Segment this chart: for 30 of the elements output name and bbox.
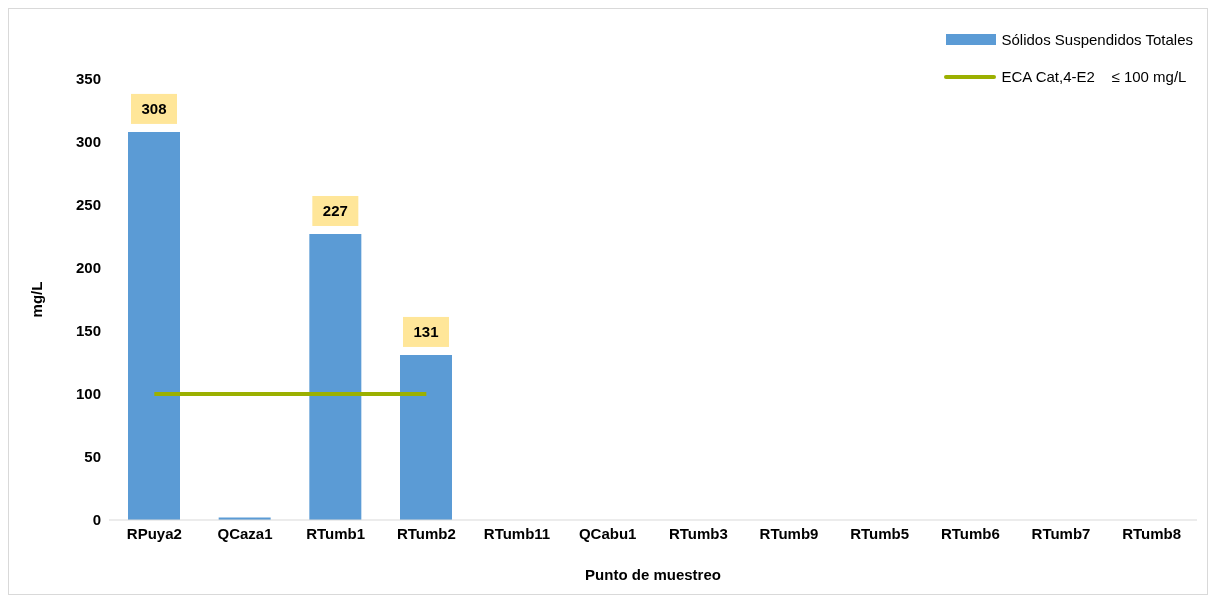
x-tick-label: RTumb11 [483, 524, 551, 542]
x-tick-label: RTumb8 [1122, 524, 1182, 542]
x-tick-label: RTumb2 [396, 524, 456, 542]
x-tick-label: RTumb7 [1031, 524, 1091, 542]
y-tick-label: 250 [75, 196, 101, 214]
y-tick-label: 300 [75, 133, 101, 151]
y-tick-label: 100 [75, 385, 101, 403]
data-label: 308 [141, 100, 167, 118]
x-tick-label: QCaza1 [217, 524, 273, 542]
x-tick-label: RTumb1 [306, 524, 366, 542]
x-tick-label: QCabu1 [578, 524, 637, 542]
bar [400, 354, 452, 520]
legend-label: Sólidos Suspendidos Totales [1001, 31, 1193, 48]
bar [128, 131, 180, 520]
data-label: 227 [322, 202, 348, 220]
bar [309, 233, 362, 520]
x-axis-title: Punto de muestreo [585, 566, 721, 583]
x-tick-label: RPuya2 [126, 524, 182, 542]
y-tick-label: 200 [75, 259, 101, 277]
x-tick-label: RTumb9 [759, 524, 819, 542]
y-axis-title: mg/L [28, 281, 46, 318]
legend-label: ECA Cat,4-E2 ≤ 100 mg/L [1001, 68, 1187, 85]
y-tick-label: 0 [92, 511, 101, 529]
x-tick-label: RTumb6 [940, 524, 1000, 542]
x-tick-label: RTumb5 [850, 524, 910, 542]
data-label: 131 [413, 323, 439, 341]
x-tick-label: RTumb3 [668, 524, 728, 542]
y-tick-label: 350 [75, 70, 101, 88]
y-tick-label: 50 [84, 448, 101, 466]
y-tick-label: 150 [75, 322, 101, 340]
